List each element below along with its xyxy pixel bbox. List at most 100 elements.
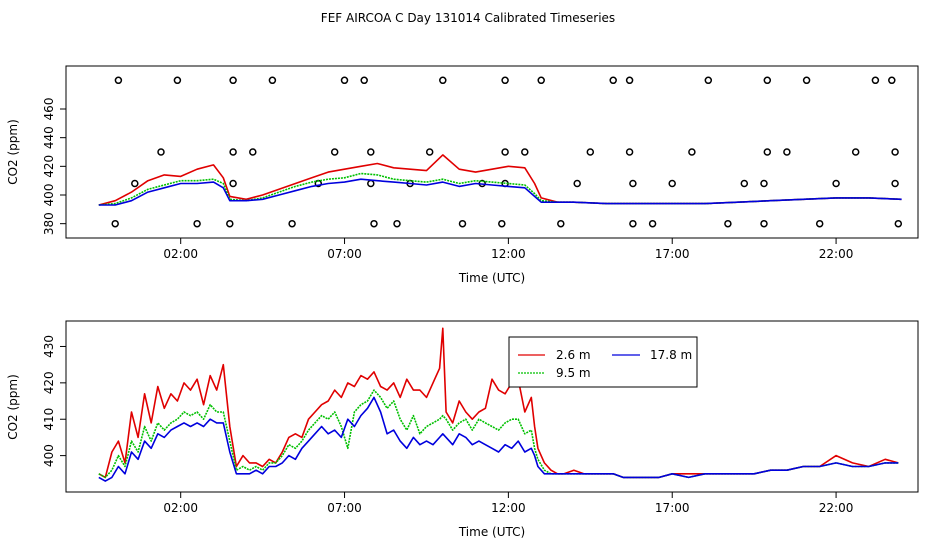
data-marker-circle: [229, 179, 237, 188]
x-tick-label: 12:00: [491, 501, 526, 515]
data-marker-circle: [815, 219, 824, 228]
top-line-layer: [98, 154, 902, 206]
data-marker-circle: [501, 148, 509, 156]
data-marker-circle: [393, 219, 401, 228]
data-marker-circle: [173, 76, 182, 85]
data-marker-circle: [668, 179, 676, 188]
data-marker-circle: [724, 219, 732, 228]
data-marker-circle: [871, 76, 880, 85]
x-tick-label: 17:00: [655, 247, 690, 261]
data-marker-circle: [288, 219, 296, 228]
data-marker-circle: [740, 179, 749, 188]
top-chart-panel: 02:00 07:00 12:00 17:00 22:00 380 400 420 440 46…: [6, 65, 919, 285]
top-series-line-red: [98, 154, 902, 206]
data-marker-circle: [330, 148, 339, 156]
data-marker-circle: [249, 148, 257, 156]
data-marker-circle: [894, 219, 903, 228]
data-marker-circle: [367, 179, 375, 188]
x-tick-label: 22:00: [819, 247, 854, 261]
data-marker-circle: [111, 219, 119, 228]
data-marker-circle: [763, 76, 772, 85]
legend-label-17-8m: 17.8 m: [650, 348, 692, 362]
data-marker-circle: [688, 148, 696, 156]
legend-label-9-5m: 9.5 m: [556, 366, 591, 380]
x-tick-label: 12:00: [491, 247, 526, 261]
data-marker-circle: [629, 179, 637, 188]
data-marker-circle: [625, 76, 634, 85]
data-marker-circle: [586, 148, 595, 156]
chart-title: FEF AIRCOA C Day 131014 Calibrated Times…: [321, 11, 615, 25]
y-tick-label: 460: [42, 98, 56, 121]
bottom-chart-panel: 02:00 07:00 12:00 17:00 22:00 400 410 420 430 T…: [6, 320, 919, 539]
data-marker-circle: [268, 76, 277, 85]
y-tick-label: 400: [42, 444, 56, 467]
data-marker-circle: [521, 148, 529, 156]
data-marker-circle: [891, 148, 899, 156]
data-marker-circle: [557, 219, 565, 228]
y-tick-label: 420: [42, 155, 56, 178]
bottom-plot-frame: [65, 320, 919, 493]
top-y-axis: 380 400 420 440 460: [42, 98, 66, 235]
data-marker-circle: [193, 219, 201, 228]
y-tick-label: 400: [42, 184, 56, 207]
bottom-x-axis: 02:00 07:00 12:00 17:00 22:00: [163, 492, 853, 515]
data-marker-circle: [370, 219, 378, 228]
bottom-y-axis-label: CO2 (ppm): [6, 374, 20, 440]
data-marker-circle: [704, 76, 713, 85]
bottom-series-line-red: [98, 327, 899, 479]
x-tick-label: 17:00: [655, 501, 690, 515]
top-x-axis-label: Time (UTC): [458, 271, 525, 285]
data-marker-circle: [498, 219, 506, 228]
bottom-line-layer: [98, 327, 899, 482]
bottom-series-line-green: [98, 389, 899, 479]
data-marker-circle: [888, 76, 896, 85]
data-marker-circle: [609, 76, 617, 85]
data-marker-circle: [226, 219, 234, 228]
data-marker-circle: [229, 76, 237, 85]
data-marker-circle: [891, 179, 899, 188]
data-marker-circle: [340, 76, 349, 85]
y-tick-label: 440: [42, 126, 56, 149]
data-marker-circle: [573, 179, 581, 188]
y-tick-label: 410: [42, 408, 56, 431]
legend-box: [508, 336, 698, 388]
data-marker-circle: [760, 219, 768, 228]
data-marker-circle: [439, 76, 447, 85]
top-x-axis: 02:00 07:00 12:00 17:00 22:00: [163, 238, 853, 261]
data-marker-circle: [763, 148, 772, 156]
data-marker-circle: [458, 219, 467, 228]
x-tick-label: 22:00: [819, 501, 854, 515]
y-tick-label: 380: [42, 212, 56, 235]
data-marker-circle: [802, 76, 811, 85]
top-y-axis-label: CO2 (ppm): [6, 119, 20, 185]
y-tick-label: 430: [42, 335, 56, 358]
data-marker-circle: [425, 148, 434, 156]
bottom-series-line-blue: [98, 396, 899, 482]
data-marker-circle: [157, 148, 165, 156]
top-series-line-blue: [98, 178, 902, 206]
data-marker-circle: [537, 76, 545, 85]
x-tick-label: 07:00: [327, 501, 362, 515]
top-plot-frame: [65, 65, 919, 239]
data-marker-circle: [367, 148, 375, 156]
y-tick-label: 420: [42, 371, 56, 394]
data-marker-circle: [114, 76, 123, 85]
data-marker-circle: [760, 179, 768, 188]
legend: 2.6 m 9.5 m 17.8 m: [508, 336, 698, 388]
data-marker-circle: [851, 148, 860, 156]
bottom-y-axis: 400 410 420 430: [42, 335, 66, 467]
data-marker-circle: [783, 148, 791, 156]
bottom-x-axis-label: Time (UTC): [458, 525, 525, 539]
data-marker-circle: [501, 76, 509, 85]
legend-label-2-6m: 2.6 m: [556, 348, 591, 362]
data-marker-circle: [832, 179, 840, 188]
x-tick-label: 02:00: [163, 247, 198, 261]
top-marker-layer: [111, 76, 903, 228]
data-marker-circle: [360, 76, 368, 85]
data-marker-circle: [648, 219, 657, 228]
data-marker-circle: [625, 148, 634, 156]
data-marker-circle: [131, 179, 139, 188]
data-marker-circle: [629, 219, 637, 228]
data-marker-circle: [229, 148, 237, 156]
